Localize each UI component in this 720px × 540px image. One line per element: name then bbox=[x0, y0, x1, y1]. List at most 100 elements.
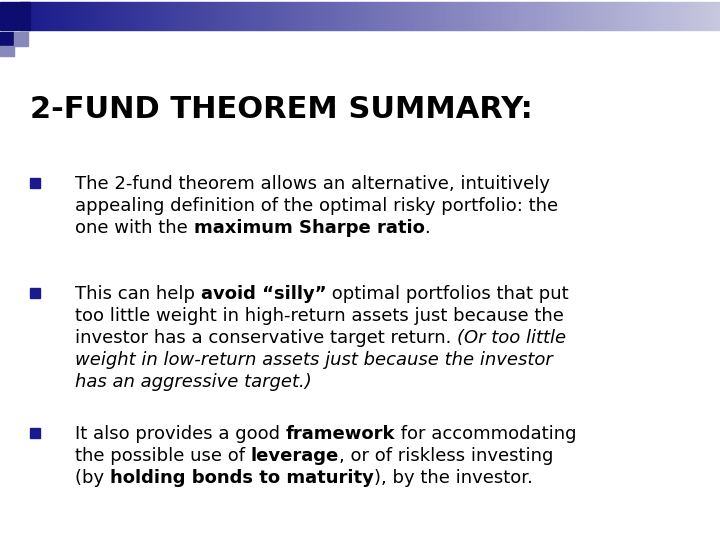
Bar bbox=[188, 2, 190, 30]
Bar bbox=[67, 2, 69, 30]
Bar bbox=[445, 2, 447, 30]
Bar bbox=[144, 2, 146, 30]
Bar bbox=[127, 2, 130, 30]
Text: for accommodating: for accommodating bbox=[395, 425, 577, 443]
Bar bbox=[319, 2, 321, 30]
Bar bbox=[510, 2, 513, 30]
Bar bbox=[433, 2, 436, 30]
Bar bbox=[179, 2, 181, 30]
Text: (by: (by bbox=[75, 469, 110, 487]
Bar bbox=[34, 2, 36, 30]
Bar bbox=[55, 2, 58, 30]
Bar bbox=[244, 2, 246, 30]
Bar bbox=[626, 2, 629, 30]
Bar bbox=[405, 2, 408, 30]
Bar bbox=[464, 2, 466, 30]
Bar bbox=[636, 2, 639, 30]
Bar bbox=[139, 2, 141, 30]
Bar bbox=[109, 2, 111, 30]
Bar bbox=[365, 2, 368, 30]
Bar bbox=[212, 2, 214, 30]
Bar bbox=[472, 2, 475, 30]
Text: optimal portfolios that put: optimal portfolios that put bbox=[326, 285, 569, 303]
Bar bbox=[650, 2, 652, 30]
Bar bbox=[662, 2, 664, 30]
Bar bbox=[491, 2, 494, 30]
Bar bbox=[130, 2, 132, 30]
Bar bbox=[356, 2, 359, 30]
Bar bbox=[408, 2, 410, 30]
Bar bbox=[122, 2, 125, 30]
Bar bbox=[146, 2, 148, 30]
Bar bbox=[160, 2, 162, 30]
Bar bbox=[279, 2, 282, 30]
Bar bbox=[297, 2, 300, 30]
Bar bbox=[174, 2, 176, 30]
Bar bbox=[141, 2, 144, 30]
Bar bbox=[685, 2, 688, 30]
Bar bbox=[186, 2, 188, 30]
Bar bbox=[235, 2, 237, 30]
Text: investor has a conservative target return.: investor has a conservative target retur… bbox=[75, 329, 457, 347]
Bar bbox=[132, 2, 135, 30]
Bar bbox=[14, 32, 28, 46]
Bar bbox=[622, 2, 624, 30]
Bar bbox=[135, 2, 137, 30]
Bar bbox=[274, 2, 276, 30]
Bar bbox=[485, 2, 487, 30]
Bar bbox=[171, 2, 174, 30]
Bar bbox=[688, 2, 690, 30]
Bar bbox=[270, 2, 272, 30]
Bar bbox=[382, 2, 384, 30]
Bar bbox=[617, 2, 620, 30]
Bar bbox=[414, 2, 417, 30]
Bar bbox=[216, 2, 218, 30]
Bar bbox=[454, 2, 456, 30]
Bar bbox=[0, 32, 14, 46]
Bar bbox=[438, 2, 440, 30]
Bar bbox=[346, 2, 349, 30]
Bar bbox=[265, 2, 267, 30]
Bar bbox=[522, 2, 524, 30]
Bar bbox=[643, 2, 645, 30]
Bar bbox=[466, 2, 468, 30]
Bar bbox=[372, 2, 374, 30]
Bar bbox=[587, 2, 590, 30]
Bar bbox=[209, 2, 212, 30]
Bar bbox=[543, 2, 545, 30]
Bar bbox=[43, 2, 45, 30]
Bar bbox=[552, 2, 554, 30]
Bar bbox=[263, 2, 265, 30]
Bar bbox=[456, 2, 459, 30]
Text: This can help: This can help bbox=[75, 285, 201, 303]
Bar bbox=[447, 2, 449, 30]
Bar bbox=[181, 2, 184, 30]
Bar bbox=[417, 2, 419, 30]
Bar bbox=[41, 2, 43, 30]
Bar bbox=[32, 2, 34, 30]
Bar bbox=[713, 2, 716, 30]
Bar bbox=[475, 2, 477, 30]
Bar bbox=[624, 2, 626, 30]
Bar bbox=[120, 2, 122, 30]
Bar bbox=[487, 2, 489, 30]
Bar bbox=[30, 178, 40, 188]
Bar bbox=[153, 2, 156, 30]
Bar bbox=[64, 2, 67, 30]
Bar bbox=[286, 2, 288, 30]
Bar bbox=[678, 2, 680, 30]
Bar bbox=[58, 2, 60, 30]
Text: too little weight in high-return assets just because the: too little weight in high-return assets … bbox=[75, 307, 564, 325]
Bar bbox=[248, 2, 251, 30]
Bar bbox=[228, 2, 230, 30]
Bar bbox=[92, 2, 94, 30]
Bar bbox=[223, 2, 225, 30]
Bar bbox=[708, 2, 711, 30]
Bar bbox=[288, 2, 291, 30]
Bar bbox=[314, 2, 316, 30]
Bar bbox=[608, 2, 611, 30]
Bar bbox=[282, 2, 284, 30]
Bar bbox=[559, 2, 562, 30]
Text: ), by the investor.: ), by the investor. bbox=[374, 469, 533, 487]
Text: the possible use of: the possible use of bbox=[75, 447, 251, 465]
